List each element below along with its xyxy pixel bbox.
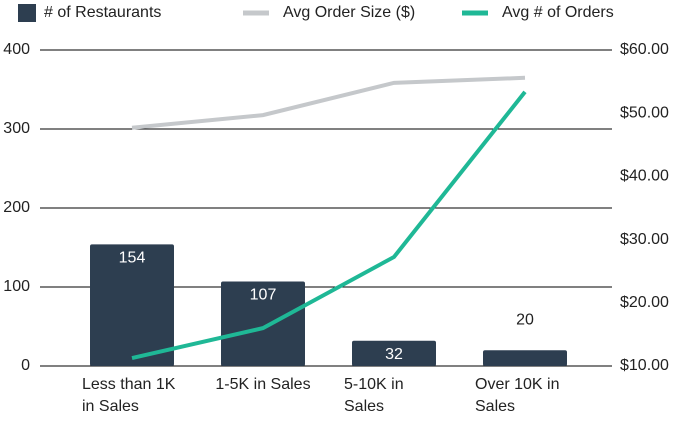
y2-tick-label: $20.00	[620, 294, 669, 311]
x-tick-label-box: Less than 1K in Sales	[67, 374, 198, 418]
data-label: 32	[385, 346, 403, 363]
y2-tick-label: $30.00	[620, 231, 669, 248]
y-tick-label: 200	[3, 199, 30, 216]
x-tick-label-box: 5-10K in Sales	[329, 374, 460, 418]
bar	[221, 281, 305, 366]
legend-swatch	[18, 4, 36, 22]
bar	[90, 244, 174, 366]
bar	[352, 340, 436, 366]
y2-tick-label: $50.00	[620, 104, 669, 121]
y2-tick-label: $10.00	[620, 357, 669, 374]
line-series	[131, 75, 526, 130]
y-tick-label: 300	[3, 120, 30, 137]
x-tick-label: 5-10K in Sales	[344, 376, 404, 415]
y-tick-label: 100	[3, 278, 30, 295]
y2-tick-label: $60.00	[620, 41, 669, 58]
data-label: 154	[119, 250, 146, 267]
x-tick-label-box: 1-5K in Sales	[198, 374, 329, 396]
data-label: 20	[516, 311, 534, 328]
legend-label: # of Restaurants	[44, 4, 161, 21]
x-tick-label: Less than 1K in Sales	[82, 376, 176, 415]
x-tick-label-box: Over 10K in Sales	[460, 374, 591, 418]
data-label: 107	[250, 287, 277, 304]
bar	[483, 350, 567, 366]
x-tick-label: Over 10K in Sales	[475, 376, 560, 415]
legend-label: Avg # of Orders	[502, 4, 614, 21]
legend-label: Avg Order Size ($)	[283, 4, 415, 21]
line-series	[131, 90, 527, 361]
x-tick-label: 1-5K in Sales	[215, 376, 311, 393]
y-tick-label: 400	[3, 41, 30, 58]
y2-tick-label: $40.00	[620, 168, 669, 185]
y-tick-label: 0	[21, 357, 30, 374]
